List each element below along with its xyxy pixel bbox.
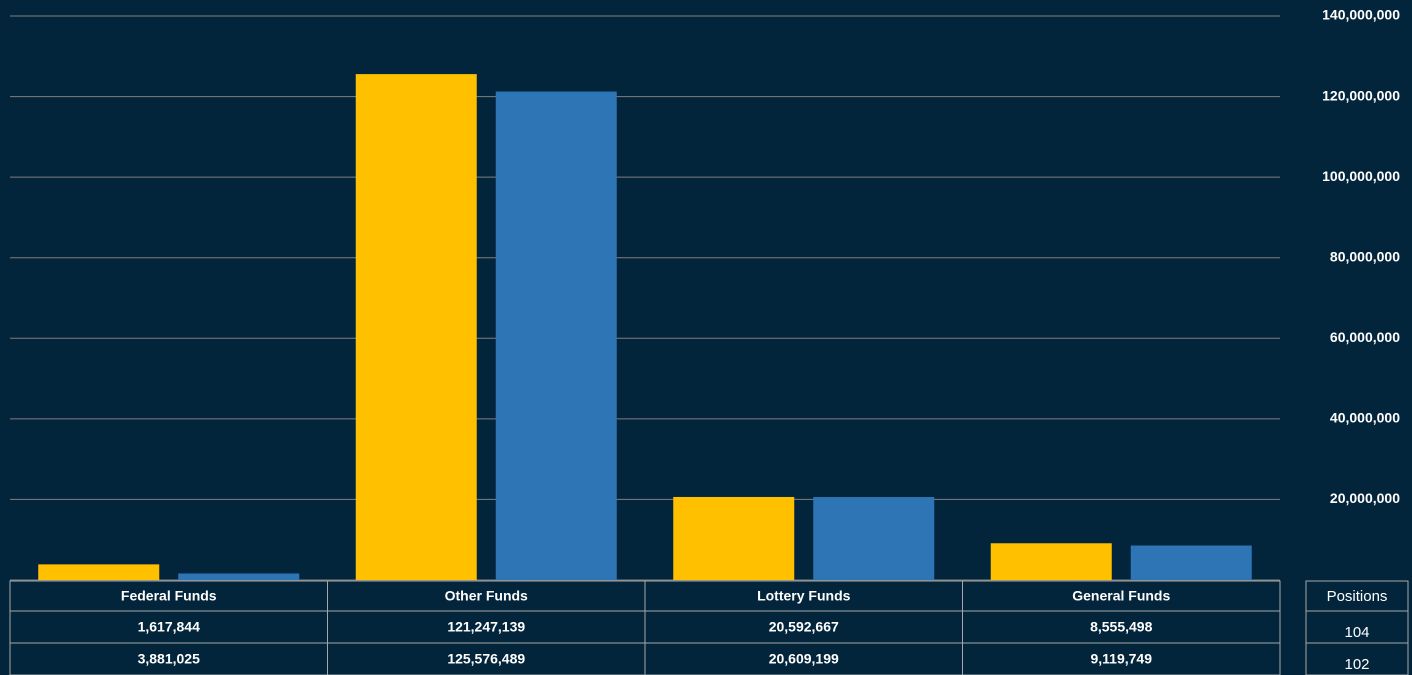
- category-label: Lottery Funds: [757, 588, 851, 604]
- table-cell: [962, 642, 1281, 675]
- positions-value: 102: [1344, 656, 1369, 673]
- y-tick-label: 80,000,000: [1330, 248, 1400, 264]
- positions-value: 104: [1344, 624, 1369, 641]
- category-label: Federal Funds: [121, 588, 217, 604]
- y-tick-label: 140,000,000: [1322, 7, 1400, 23]
- y-tick-label: 100,000,000: [1322, 168, 1400, 184]
- positions-header: Positions: [1327, 588, 1388, 605]
- value-label: 20,592,667: [769, 619, 839, 635]
- y-tick-label: 120,000,000: [1322, 87, 1400, 103]
- y-tick-label: 60,000,000: [1330, 329, 1400, 345]
- y-tick-label: 20,000,000: [1330, 490, 1400, 506]
- category-label: General Funds: [1072, 588, 1170, 604]
- bar: [355, 74, 477, 581]
- value-label: 125,576,489: [447, 651, 525, 667]
- value-label: 9,119,749: [1090, 651, 1152, 667]
- bar: [495, 91, 617, 580]
- bar: [38, 564, 160, 580]
- positions-cell: [1305, 642, 1409, 675]
- value-label: 3,881,025: [138, 651, 200, 667]
- value-label: 1,617,844: [138, 619, 200, 635]
- category-label: Other Funds: [445, 588, 528, 604]
- bar: [178, 573, 300, 580]
- value-label: 121,247,139: [447, 619, 525, 635]
- y-tick-label: 40,000,000: [1330, 410, 1400, 426]
- bar: [673, 496, 795, 580]
- bar: [1130, 545, 1252, 580]
- bar: [990, 543, 1112, 580]
- bar: [813, 497, 935, 580]
- value-label: 20,609,199: [769, 651, 839, 667]
- value-label: 8,555,498: [1090, 619, 1152, 635]
